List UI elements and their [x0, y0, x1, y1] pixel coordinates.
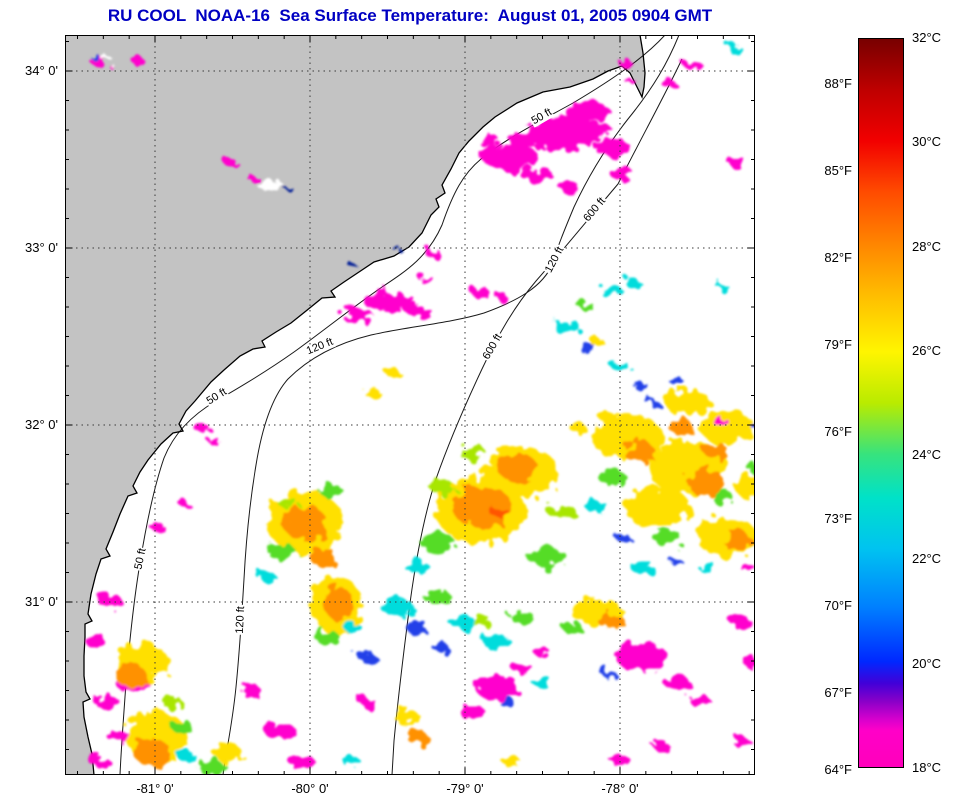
map-canvas [65, 35, 755, 775]
coastline [82, 35, 646, 775]
land-region [65, 35, 645, 775]
lat-label: 32° 0' [25, 417, 58, 432]
colorbar-celsius-label: 26°C [912, 343, 942, 358]
colorbar-fahrenheit-label: 88°F [824, 76, 852, 91]
tick-layer [65, 35, 755, 775]
colorbar-fahrenheit-label: 67°F [824, 685, 852, 700]
colorbar-celsius-label: 30°C [912, 134, 942, 149]
colorbar-celsius-label: 24°C [912, 447, 942, 462]
map-frame [65, 35, 755, 775]
colorbar-fahrenheit-label: 64°F [824, 762, 852, 777]
map-plot: 50 ft 600 ft 120 ft 120 ft 600 ft 50 ft … [65, 35, 755, 775]
colorbar-celsius-label: 22°C [912, 551, 942, 566]
lat-label: 34° 0' [25, 63, 58, 78]
colorbar-celsius-label: 20°C [912, 656, 942, 671]
colorbar-gradient [858, 38, 904, 768]
sst-patches [87, 43, 755, 775]
colorbar-celsius-label: 28°C [912, 239, 942, 254]
lon-label: -81° 0' [136, 781, 174, 796]
colorbar-fahrenheit-label: 70°F [824, 598, 852, 613]
lon-label: -80° 0' [291, 781, 329, 796]
lat-label: 33° 0' [25, 240, 58, 255]
lat-label: 31° 0' [25, 594, 58, 609]
colorbar-fahrenheit-label: 76°F [824, 424, 852, 439]
colorbar-fahrenheit-label: 85°F [824, 163, 852, 178]
colorbar-fahrenheit-label: 73°F [824, 511, 852, 526]
lon-label: -78° 0' [601, 781, 639, 796]
lon-label: -79° 0' [446, 781, 484, 796]
figure-title: RU COOL NOAA-16 Sea Surface Temperature:… [107, 6, 713, 25]
colorbar-fahrenheit-label: 82°F [824, 250, 852, 265]
colorbar-celsius-label: 18°C [912, 760, 942, 775]
colorbar-fahrenheit-label: 79°F [824, 337, 852, 352]
grid-lines [65, 35, 755, 775]
contour-label: 120 ft [233, 604, 248, 636]
colorbar-celsius-label: 32°C [912, 30, 942, 45]
